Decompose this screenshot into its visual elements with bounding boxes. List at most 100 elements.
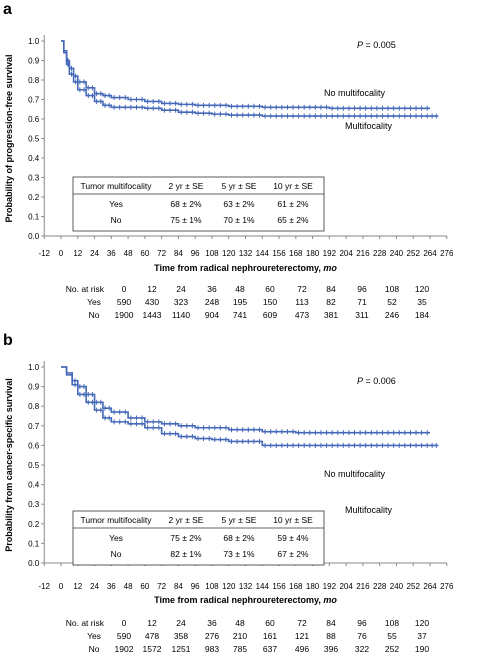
x-tick-label: 192 — [323, 582, 337, 591]
at-risk-time: 84 — [326, 284, 336, 294]
y-tick-label: 0.3 — [28, 500, 40, 509]
y-tick-label: 0.6 — [28, 115, 40, 124]
x-tick-label: 252 — [407, 249, 421, 258]
at-risk-time: 36 — [207, 284, 217, 294]
y-tick-label: 0.8 — [28, 402, 40, 411]
x-axis-title-unit: mo — [323, 595, 337, 605]
chart-panel-a: a 0.0 0.1 0.2 0.3 0.4 0.5 0.6 0.7 0.8 0.9 1.0 -12 0 12… — [3, 1, 454, 273]
x-tick-label: 84 — [174, 249, 183, 258]
x-tick-label: 96 — [191, 582, 200, 591]
chart-panel-b: b 0.0 0.1 0.2 0.3 0.4 0.5 0.6 0.7 0.8 0.9 1.0 -12 0 12… — [3, 332, 454, 605]
summary-table-cell: 65 ± 2% — [277, 215, 309, 225]
x-tick-label: 48 — [124, 582, 133, 591]
y-tick-label: 0.8 — [28, 76, 40, 85]
y-tick-label: 0.1 — [28, 213, 40, 222]
panel-label: a — [3, 1, 12, 18]
at-risk-time: 108 — [385, 618, 399, 628]
y-tick-label: 0.2 — [28, 520, 40, 529]
summary-table-cell: 73 ± 1% — [223, 549, 255, 559]
x-tick-label: 276 — [440, 582, 454, 591]
summary-table-cell: Yes — [109, 533, 123, 543]
y-tick-label: 0.4 — [28, 481, 40, 490]
x-tick-label: 72 — [157, 582, 166, 591]
y-tick-label: 0.9 — [28, 383, 40, 392]
x-tick-label: 0 — [59, 249, 64, 258]
x-axis-title-main: Time from radical nephroureterectomy, — [154, 595, 323, 605]
at-risk-time: 48 — [235, 284, 245, 294]
x-axis-title: Time from radical nephroureterectomy, mo — [154, 263, 337, 273]
x-tick-label: 108 — [205, 249, 219, 258]
x-tick-label: 168 — [289, 249, 303, 258]
at-risk-time: 24 — [176, 618, 186, 628]
at-risk-title: No. at risk — [66, 618, 105, 628]
summary-table-cell: 59 ± 4% — [277, 533, 309, 543]
at-risk-value: 248 — [205, 297, 219, 307]
summary-table-border — [72, 176, 325, 232]
at-risk-value: 381 — [324, 310, 338, 320]
at-risk-value: 473 — [295, 310, 309, 320]
y-tick-label: 0.7 — [28, 422, 40, 431]
summary-table-cell: 63 ± 2% — [223, 199, 255, 209]
x-tick-label: 192 — [323, 249, 337, 258]
x-tick-label: 264 — [423, 582, 437, 591]
x-tick-label: 48 — [124, 249, 133, 258]
at-risk-value: 322 — [355, 644, 369, 654]
at-risk-value: 1443 — [143, 310, 162, 320]
series-no-multifocality — [61, 366, 430, 436]
y-tick-label: 0.5 — [28, 461, 40, 470]
series-label: Multifocality — [345, 121, 393, 131]
at-risk-time: 0 — [122, 284, 127, 294]
at-risk-value: 430 — [145, 297, 159, 307]
summary-table-cell: 67 ± 2% — [277, 549, 309, 559]
at-risk-value: 55 — [387, 631, 397, 641]
survival-summary-table: Tumor multifocality 2 yr ± SE 5 yr ± SE 10 … — [72, 510, 325, 566]
at-risk-time: 0 — [122, 618, 127, 628]
at-risk-value: 311 — [355, 310, 369, 320]
summary-table-cell: Yes — [109, 199, 123, 209]
at-risk-value: 741 — [233, 310, 247, 320]
at-risk-value: 1572 — [143, 644, 162, 654]
at-risk-value: 246 — [385, 310, 399, 320]
y-tick-label: 0.0 — [28, 232, 40, 241]
at-risk-value: 904 — [205, 310, 219, 320]
at-risk-value: 590 — [117, 297, 131, 307]
summary-table-header: 5 yr ± SE — [222, 515, 257, 525]
survival-curve — [61, 366, 439, 447]
series-label: No multifocality — [324, 88, 386, 98]
y-tick-label: 1.0 — [28, 363, 40, 372]
at-risk-row-label: No — [89, 644, 100, 654]
x-tick-label: 240 — [390, 249, 404, 258]
survival-curve — [61, 40, 439, 117]
summary-table-header: Tumor multifocality — [80, 181, 152, 191]
x-tick-label: 252 — [407, 582, 421, 591]
summary-table-header: 10 yr ± SE — [273, 181, 313, 191]
series-label: Multifocality — [345, 505, 393, 515]
at-risk-time: 60 — [265, 284, 275, 294]
y-tick-label: 0.9 — [28, 57, 40, 66]
x-tick-label: 132 — [239, 582, 253, 591]
x-tick-label: 0 — [59, 582, 64, 591]
at-risk-value: 396 — [324, 644, 338, 654]
at-risk-time: 36 — [207, 618, 217, 628]
at-risk-time: 72 — [297, 284, 307, 294]
x-tick-label: 120 — [222, 249, 236, 258]
x-tick-label: 180 — [306, 249, 320, 258]
at-risk-value: 252 — [385, 644, 399, 654]
y-tick-label: 1.0 — [28, 37, 40, 46]
at-risk-time: 24 — [176, 284, 186, 294]
at-risk-time: 120 — [415, 618, 429, 628]
at-risk-svg: No. at risk 0 12 24 36 48 60 72 84 96 108 120 Yes 590… — [66, 618, 430, 654]
y-tick-label: 0.7 — [28, 96, 40, 105]
summary-table-cell: 75 ± 1% — [170, 215, 202, 225]
x-tick-label: 36 — [107, 582, 116, 591]
y-tick-label: 0.0 — [28, 559, 40, 568]
at-risk-value: 195 — [233, 297, 247, 307]
at-risk-value: 161 — [263, 631, 277, 641]
series-multifocality — [61, 366, 439, 448]
series-multifocality — [61, 40, 439, 119]
at-risk-value: 276 — [205, 631, 219, 641]
p-value-symbol: P — [357, 40, 363, 50]
at-risk-table-a: No. at risk 0 12 24 36 48 60 72 84 96 108 120 Yes 590… — [0, 280, 482, 332]
at-risk-value: 184 — [415, 310, 429, 320]
x-tick-label: 144 — [256, 249, 270, 258]
